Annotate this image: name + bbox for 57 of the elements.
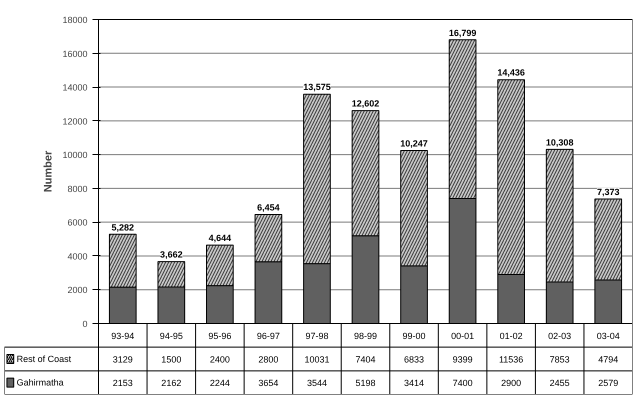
y-tick-label: 2000 [67, 285, 88, 296]
x-tick-label: 01-02 [500, 330, 523, 341]
data-label: 2162 [161, 378, 182, 388]
data-label: 3654 [258, 378, 278, 388]
y-tick-label: 6000 [67, 218, 88, 228]
total-label: 10,308 [546, 137, 574, 148]
data-label: 11536 [498, 354, 524, 364]
data-label: 1500 [161, 354, 182, 364]
legend-label: Rest of Coast [16, 354, 72, 364]
y-tick-label: 12000 [62, 116, 88, 126]
total-label: 12,602 [352, 98, 380, 109]
x-tick-label: 95-96 [208, 330, 232, 341]
y-tick-label: 18000 [62, 15, 88, 25]
y-tick-label: 16000 [62, 48, 88, 59]
data-label: 6833 [404, 354, 424, 364]
data-label: 9399 [452, 354, 473, 364]
total-label: 4,644 [208, 233, 232, 244]
x-tick-label: 00-01 [451, 330, 474, 341]
data-label: 2800 [258, 354, 278, 364]
y-tick-label: 10000 [62, 150, 88, 160]
data-label: 2455 [550, 378, 570, 388]
data-label: 7400 [452, 378, 473, 388]
data-label: 3414 [404, 378, 424, 388]
data-label: 2244 [210, 378, 230, 388]
x-tick-label: 99-00 [402, 330, 426, 341]
data-label: 2900 [501, 378, 522, 388]
y-tick-label: 0 [82, 319, 88, 329]
total-label: 3,662 [160, 250, 183, 260]
total-label: 10,247 [400, 138, 428, 148]
x-tick-label: 02-03 [548, 330, 572, 341]
y-tick-label: 4000 [67, 251, 88, 262]
x-tick-label: 98-99 [354, 330, 378, 341]
total-label: 13,575 [303, 82, 331, 92]
total-label: 7,373 [596, 186, 620, 197]
total-label: 6,454 [257, 202, 280, 212]
legend-label: Gahirmatha [16, 378, 64, 388]
data-label: 3544 [306, 378, 327, 388]
total-label: 5,282 [112, 222, 134, 232]
y-tick-label: 14000 [62, 82, 88, 93]
data-label: 2400 [210, 354, 230, 364]
data-label: 2153 [112, 378, 133, 388]
data-label: 4794 [598, 354, 618, 364]
x-tick-label: 97-98 [305, 330, 328, 341]
y-tick-label: 8000 [67, 184, 88, 194]
data-label: 3129 [112, 354, 133, 364]
total-label: 16,799 [448, 28, 476, 38]
x-tick-label: 96-97 [256, 330, 280, 341]
x-tick-label: 03-04 [596, 330, 620, 341]
data-label: 7853 [550, 354, 570, 364]
data-label: 2579 [598, 378, 618, 388]
data-label: 7404 [355, 354, 376, 364]
x-tick-label: 94-95 [160, 330, 183, 341]
data-label: 10031 [304, 354, 330, 364]
x-tick-label: 93-94 [111, 330, 134, 341]
data-label: 5198 [355, 378, 376, 388]
y-axis-title: Number [42, 150, 54, 192]
total-label: 14,436 [497, 68, 525, 78]
